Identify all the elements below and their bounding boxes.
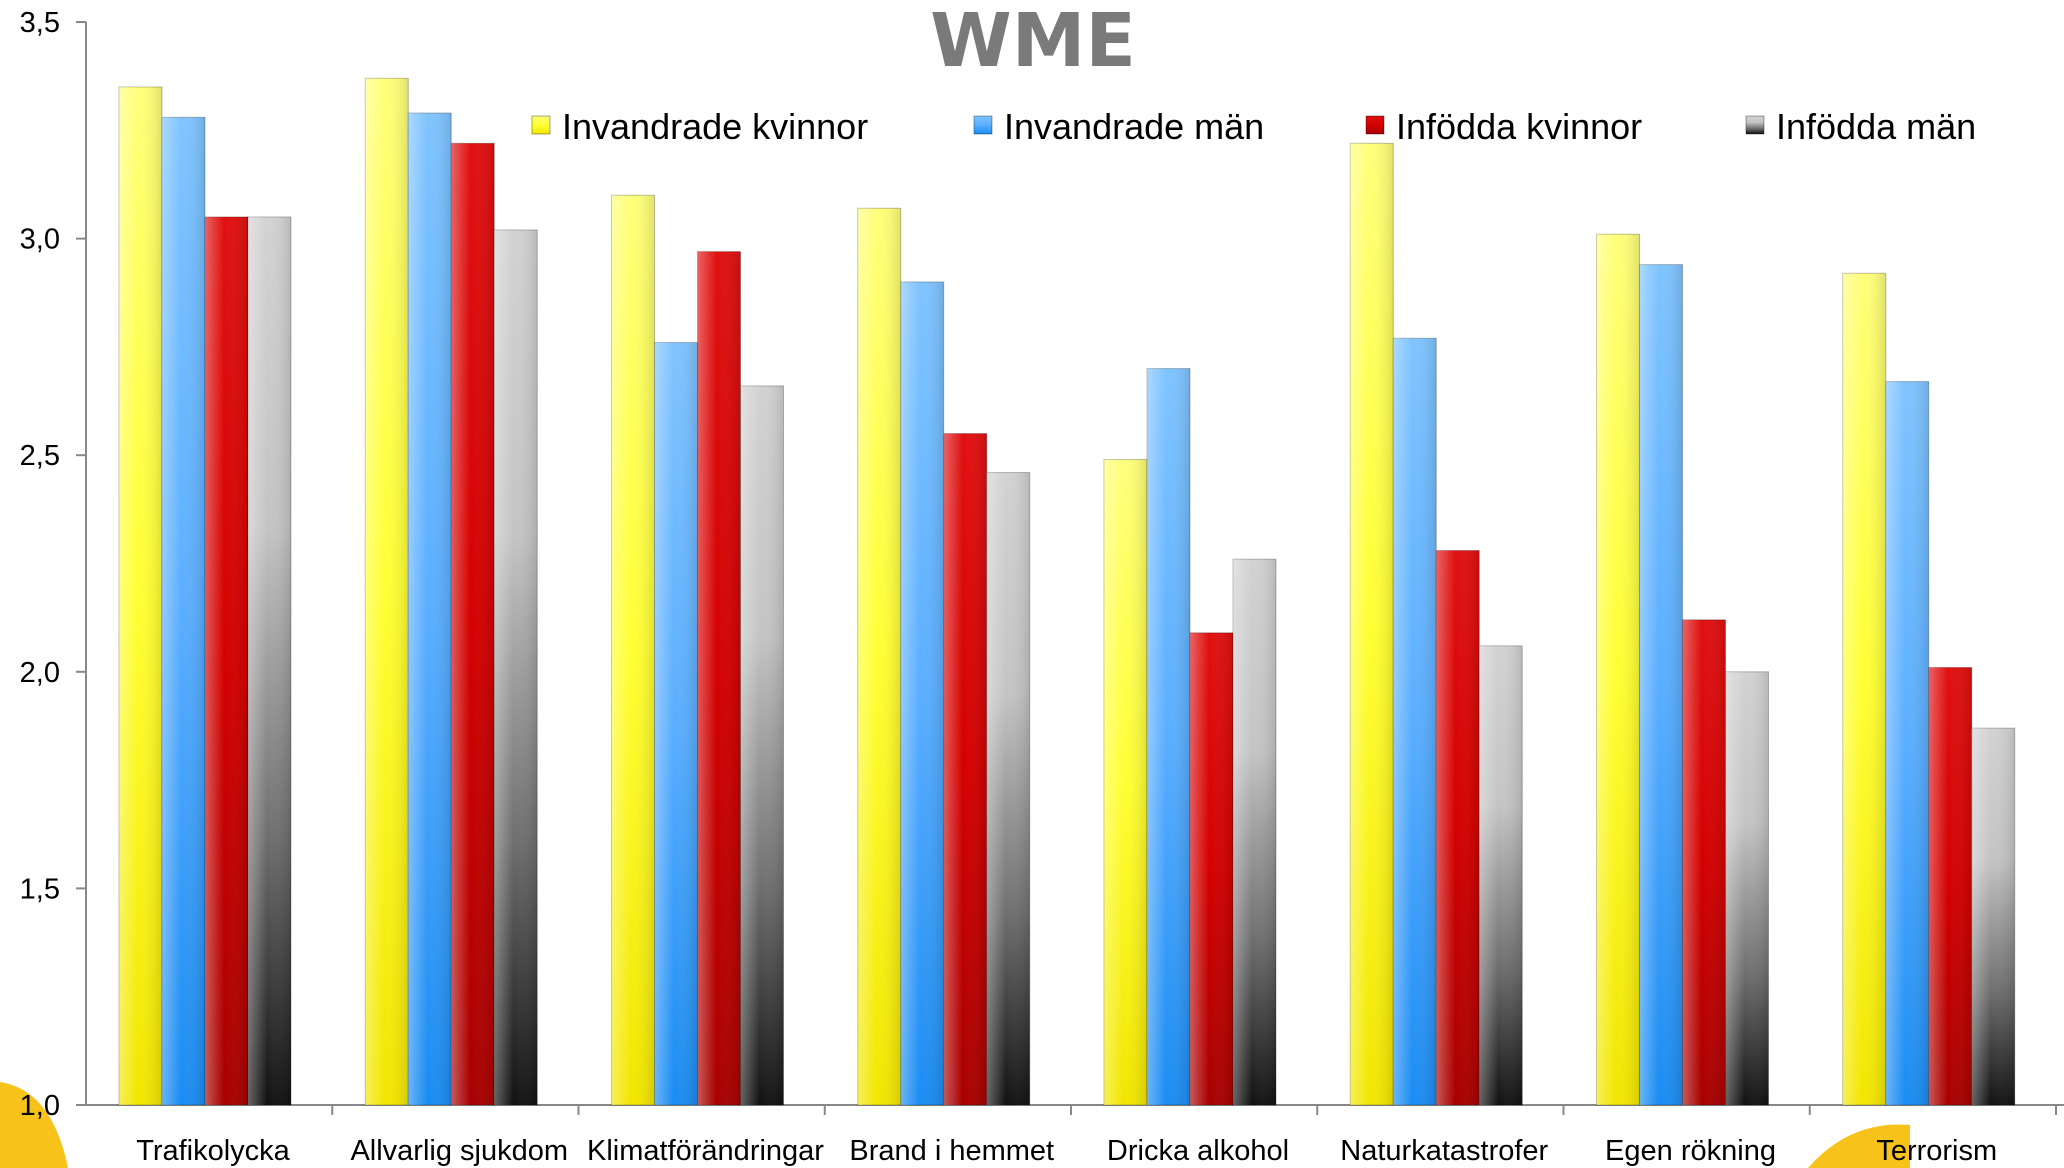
- legend-label-invandrade-man: Invandrade män: [1004, 106, 1264, 147]
- bar-highlight: [943, 433, 987, 1105]
- bar-highlight: [1971, 728, 2015, 1105]
- bar-highlight: [1928, 667, 1972, 1105]
- bar-highlight: [205, 216, 248, 1105]
- category-label: Klimatförändringar: [587, 1135, 824, 1167]
- legend-label-infodda-man: Infödda män: [1776, 106, 1976, 147]
- bar-highlight: [119, 86, 162, 1106]
- bar-highlight: [654, 342, 698, 1105]
- y-tick-label: 1,0: [20, 1090, 60, 1122]
- category-label: Trafikolycka: [136, 1135, 290, 1167]
- bar-highlight: [1639, 264, 1683, 1105]
- bar-highlight: [1479, 645, 1523, 1105]
- category-label: Terrorism: [1876, 1135, 1997, 1167]
- legend-swatch-infodda-kvinnor: [1365, 115, 1385, 135]
- corner-decoration-right: [1808, 1124, 1910, 1168]
- category-label: Dricka alkohol: [1107, 1135, 1289, 1167]
- y-tick-label: 2,0: [20, 657, 60, 689]
- legend: Invandrade kvinnor Invandrade män Infödda …: [531, 106, 1976, 147]
- bar-highlight: [248, 216, 291, 1105]
- bar-highlight: [1190, 632, 1233, 1105]
- legend-label-infodda-kvinnor: Infödda kvinnor: [1396, 106, 1642, 147]
- legend-swatch-infodda-man: [1745, 115, 1765, 135]
- bar-highlight: [1842, 273, 1886, 1106]
- category-label: Naturkatastrofer: [1340, 1135, 1548, 1167]
- plot-area: 1,0 1,5 2,0 2,5 3,0 3,5 Trafikolycka Allvarlig …: [20, 7, 2064, 1167]
- legend-swatch-invandrade-man: [973, 115, 993, 135]
- bar-highlight: [1147, 368, 1190, 1105]
- bar-highlight: [1350, 143, 1394, 1105]
- bar-highlight: [857, 208, 901, 1105]
- category-label: Brand i hemmet: [849, 1135, 1054, 1167]
- category-label: Allvarlig sjukdom: [350, 1135, 568, 1167]
- bar-highlight: [365, 78, 409, 1105]
- bar-highlight: [494, 229, 538, 1105]
- y-tick-label: 2,5: [20, 440, 60, 472]
- bar-highlight: [408, 112, 452, 1106]
- bar-highlight: [1393, 338, 1437, 1106]
- bar-highlight: [1725, 671, 1769, 1105]
- bar-highlight: [900, 281, 944, 1105]
- corner-decoration-left: [0, 1082, 68, 1168]
- y-tick-label: 3,0: [20, 224, 60, 256]
- legend-swatch-invandrade-kvinnor: [531, 115, 551, 135]
- bar-highlight: [986, 472, 1030, 1105]
- bar-highlight: [451, 143, 495, 1105]
- legend-label-invandrade-kvinnor: Invandrade kvinnor: [562, 106, 868, 147]
- bar-highlight: [1596, 234, 1640, 1105]
- bar-highlight: [697, 251, 741, 1105]
- bar-highlight: [1104, 459, 1147, 1106]
- bar-highlight: [1885, 381, 1929, 1105]
- category-label: Egen rökning: [1605, 1135, 1776, 1167]
- bar-highlight: [1436, 550, 1480, 1105]
- y-tick-label: 1,5: [20, 873, 60, 905]
- bar-highlight: [611, 195, 655, 1105]
- chart-title: WME: [930, 0, 1136, 84]
- bar-highlight: [1682, 619, 1726, 1105]
- bar-highlight: [162, 117, 205, 1105]
- y-tick-label: 3,5: [20, 7, 60, 39]
- bar-highlight: [1233, 559, 1276, 1105]
- bar-highlight: [740, 385, 784, 1105]
